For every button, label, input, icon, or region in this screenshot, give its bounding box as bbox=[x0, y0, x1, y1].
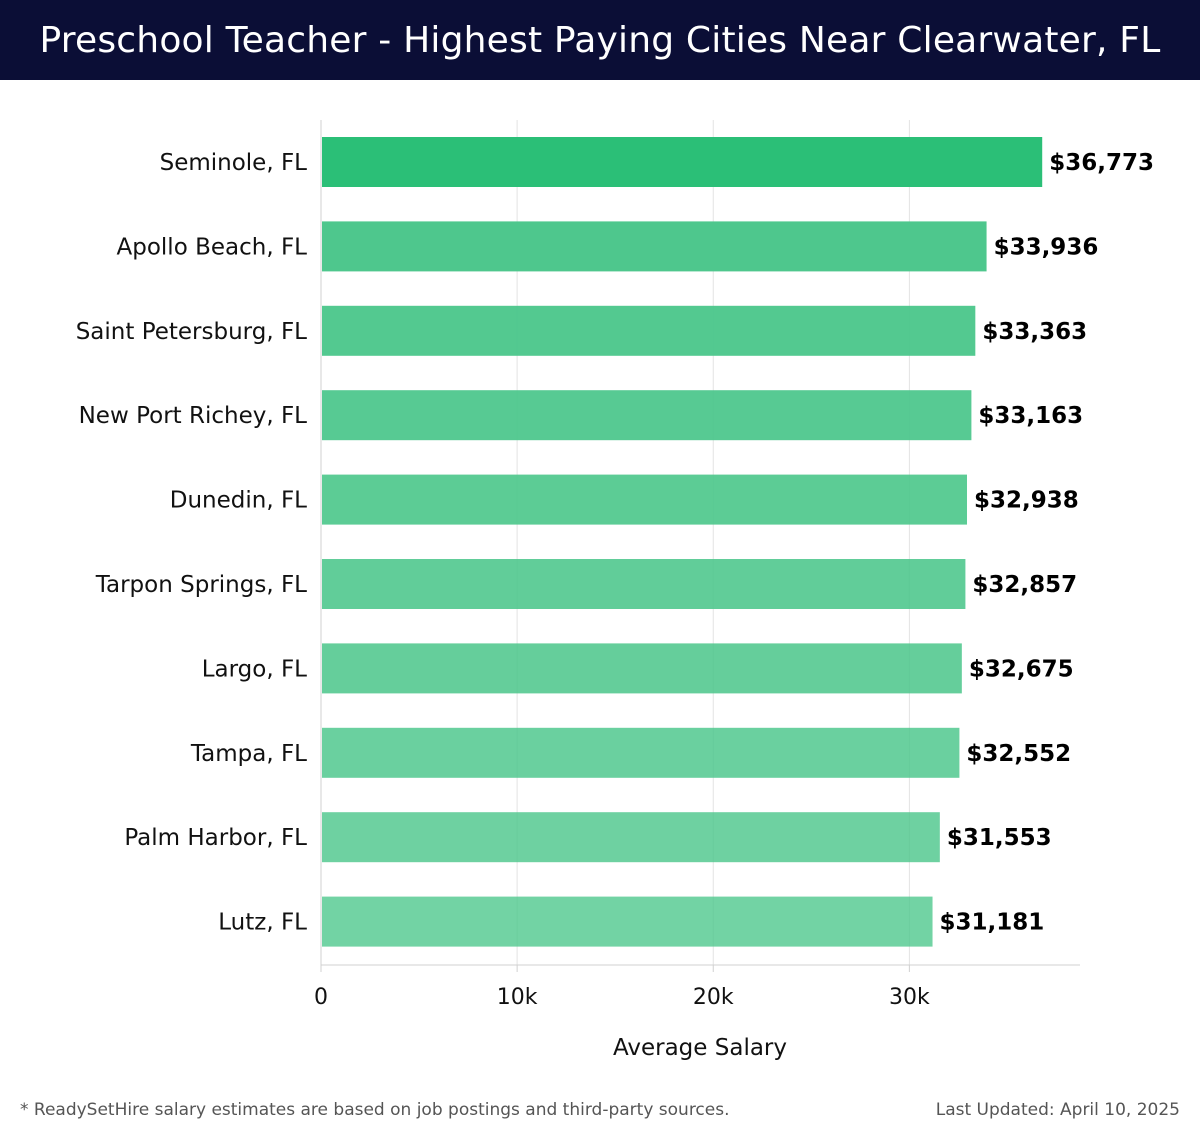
bar bbox=[322, 390, 972, 441]
bar bbox=[322, 727, 960, 778]
chart-title: Preschool Teacher - Highest Paying Citie… bbox=[39, 19, 1161, 61]
x-tick-label: 30k bbox=[889, 985, 930, 1010]
category-label: Apollo Beach, FL bbox=[117, 234, 308, 260]
value-label: $32,552 bbox=[966, 741, 1071, 767]
value-label: $31,553 bbox=[947, 825, 1052, 851]
value-label: $32,675 bbox=[969, 656, 1074, 682]
category-label: Dunedin, FL bbox=[170, 488, 307, 514]
category-label: Palm Harbor, FL bbox=[124, 825, 307, 851]
last-updated: Last Updated: April 10, 2025 bbox=[935, 1100, 1180, 1120]
category-label: Largo, FL bbox=[202, 656, 307, 682]
bar bbox=[322, 305, 976, 356]
bar bbox=[322, 896, 933, 947]
value-label: $32,938 bbox=[974, 488, 1079, 514]
value-label: $36,773 bbox=[1049, 150, 1154, 176]
x-tick-label: 0 bbox=[314, 985, 328, 1010]
value-label: $32,857 bbox=[972, 572, 1077, 598]
value-label: $33,363 bbox=[982, 319, 1087, 345]
bar bbox=[322, 474, 967, 525]
bar bbox=[322, 812, 940, 863]
value-label: $33,936 bbox=[994, 234, 1099, 260]
value-label: $31,181 bbox=[940, 910, 1045, 936]
footer-note: * ReadySetHire salary estimates are base… bbox=[20, 1100, 730, 1120]
category-label: Saint Petersburg, FL bbox=[76, 319, 307, 345]
bar bbox=[322, 137, 1043, 187]
category-label: New Port Richey, FL bbox=[79, 403, 308, 429]
category-label: Tampa, FL bbox=[190, 741, 307, 767]
x-axis-title: Average Salary bbox=[613, 1035, 787, 1061]
bar bbox=[322, 221, 987, 272]
category-label: Seminole, FL bbox=[160, 150, 308, 176]
value-label: $33,163 bbox=[978, 403, 1083, 429]
bar bbox=[322, 559, 966, 609]
bar-chart: Seminole, FL $36,773 Apollo Beach, FL $33,9… bbox=[76, 120, 1154, 1061]
category-label: Lutz, FL bbox=[218, 910, 307, 936]
x-tick-label: 10k bbox=[497, 985, 538, 1010]
bar bbox=[322, 643, 962, 694]
x-tick-label: 20k bbox=[693, 985, 734, 1010]
category-label: Tarpon Springs, FL bbox=[95, 572, 307, 598]
title-bar: Preschool Teacher - Highest Paying Citie… bbox=[0, 0, 1200, 80]
